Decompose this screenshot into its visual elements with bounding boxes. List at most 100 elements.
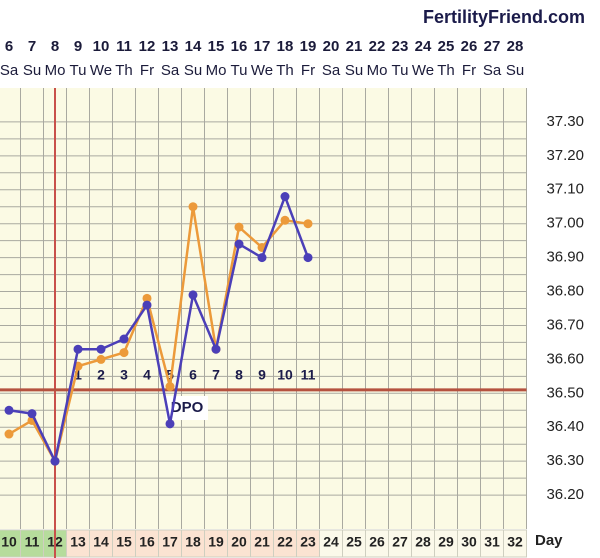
data-point [211,344,221,354]
data-point [303,219,313,229]
cycle-day-label: 26 [369,534,385,550]
date-label: 16 [231,38,248,55]
date-label: 27 [484,38,501,55]
cycle-day-label: 28 [415,534,431,550]
cycle-day-label: 16 [139,534,155,550]
date-label: 11 [116,38,132,55]
weekday-label: Mo [367,62,388,79]
weekday-label: Sa [322,62,341,79]
weekday-label: Tu [70,62,87,79]
date-label: 25 [438,38,455,55]
date-label: 20 [323,38,340,55]
y-tick-label: 37.10 [546,181,584,198]
data-point [96,344,106,354]
data-point [234,222,244,232]
cycle-day-label: 20 [231,534,247,550]
date-label: 10 [93,38,110,55]
weekday-label: Su [184,62,202,79]
cycle-day-label: 10 [1,534,17,550]
y-tick-label: 36.90 [546,249,584,266]
y-tick-label: 36.60 [546,350,584,367]
cycle-day-label: 32 [507,534,523,550]
date-label: 26 [461,38,478,55]
cycle-day-label: 27 [392,534,408,550]
cycle-day-label: 29 [438,534,454,550]
weekday-label: We [251,62,273,79]
data-point [165,382,175,392]
dpo-label: 11 [301,367,316,383]
weekday-label: Sa [483,62,502,79]
data-point [188,290,198,300]
weekday-label: Mo [45,62,66,79]
dpo-label: 2 [97,367,105,383]
date-label: 21 [346,38,363,55]
cycle-day-label: 23 [300,534,316,550]
cycle-day-label: 19 [208,534,224,550]
cycle-day-label: 13 [70,534,86,550]
x-axis-label: Day [535,532,563,549]
weekday-label: Su [506,62,524,79]
weekday-label: Su [23,62,41,79]
data-point [96,354,106,364]
dpo-label: 5 [166,367,174,383]
dpo-label: 3 [120,367,128,383]
date-label: 15 [208,38,225,55]
cycle-day-label: 11 [25,534,40,550]
date-label: 28 [507,38,524,55]
weekday-label: Tu [392,62,409,79]
date-label: 13 [162,38,179,55]
cycle-day-label: 31 [484,534,500,550]
date-label: 8 [51,38,59,55]
y-tick-label: 36.40 [546,418,584,435]
weekday-label: Su [345,62,363,79]
data-point [257,253,267,263]
data-point [234,239,244,249]
weekday-label: We [412,62,434,79]
dpo-label: 7 [212,367,220,383]
cycle-day-label: 15 [116,534,132,550]
cycle-day-label: 17 [162,534,178,550]
y-tick-label: 37.00 [546,215,584,232]
weekday-label: Th [437,62,455,79]
weekday-label: Tu [231,62,248,79]
data-point [142,300,152,310]
data-point [27,409,37,419]
cycle-day-cell [503,529,527,558]
cycle-day-label: 14 [93,534,109,550]
weekday-label: Fr [140,62,154,79]
date-label: 18 [277,38,294,55]
date-label: 7 [28,38,36,55]
cycle-day-label: 25 [346,534,362,550]
weekday-label: Fr [462,62,476,79]
dpo-title: DPO [171,399,204,416]
date-label: 17 [254,38,271,55]
data-point [119,348,129,358]
y-tick-label: 37.30 [546,113,584,130]
data-point [303,253,313,263]
y-tick-label: 36.80 [546,283,584,300]
weekday-label: Sa [161,62,180,79]
data-point [119,334,129,344]
date-label: 14 [185,38,202,55]
date-label: 24 [415,38,432,55]
date-label: 23 [392,38,409,55]
dpo-label: 9 [258,367,266,383]
date-label: 19 [300,38,317,55]
date-label: 9 [74,38,82,55]
y-tick-label: 36.20 [546,486,584,503]
data-point [188,202,198,212]
weekday-label: Sa [0,62,19,79]
brand: FertilityFriend.com [423,7,585,27]
data-point [165,419,175,429]
data-point [50,456,60,466]
data-point [73,344,83,354]
weekday-label: Mo [206,62,227,79]
dpo-label: 4 [143,367,151,383]
y-tick-label: 36.30 [546,452,584,469]
data-point [4,429,14,439]
y-tick-label: 36.70 [546,316,584,333]
dpo-label: 1 [74,367,82,383]
weekday-label: Th [115,62,133,79]
weekday-label: Fr [301,62,315,79]
